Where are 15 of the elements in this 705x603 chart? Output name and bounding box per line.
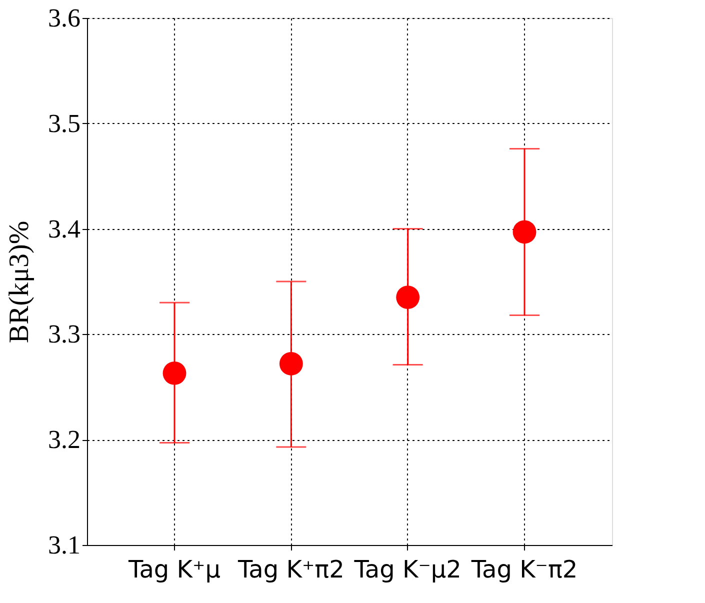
y-tick-label: 3.1 bbox=[48, 530, 80, 560]
y-tick-label: 3.4 bbox=[48, 214, 80, 244]
point bbox=[279, 352, 303, 376]
y-tick-label: 3.2 bbox=[48, 425, 80, 454]
point bbox=[512, 220, 536, 244]
y-tick-label: 3.6 bbox=[48, 4, 80, 32]
y-tick-label: 3.5 bbox=[48, 108, 80, 138]
x-tick-label: Tag K⁻μ2 bbox=[353, 556, 462, 584]
point bbox=[162, 361, 186, 385]
y-tick-label: 3.3 bbox=[48, 320, 80, 349]
y-axis-title: BR(kμ3)% bbox=[4, 220, 35, 344]
point bbox=[396, 286, 420, 310]
x-tick-label: Tag K⁺μ bbox=[128, 556, 220, 584]
x-tick-label: Tag K⁻π2 bbox=[470, 556, 578, 584]
x-tick-label: Tag K⁺π2 bbox=[236, 556, 344, 584]
